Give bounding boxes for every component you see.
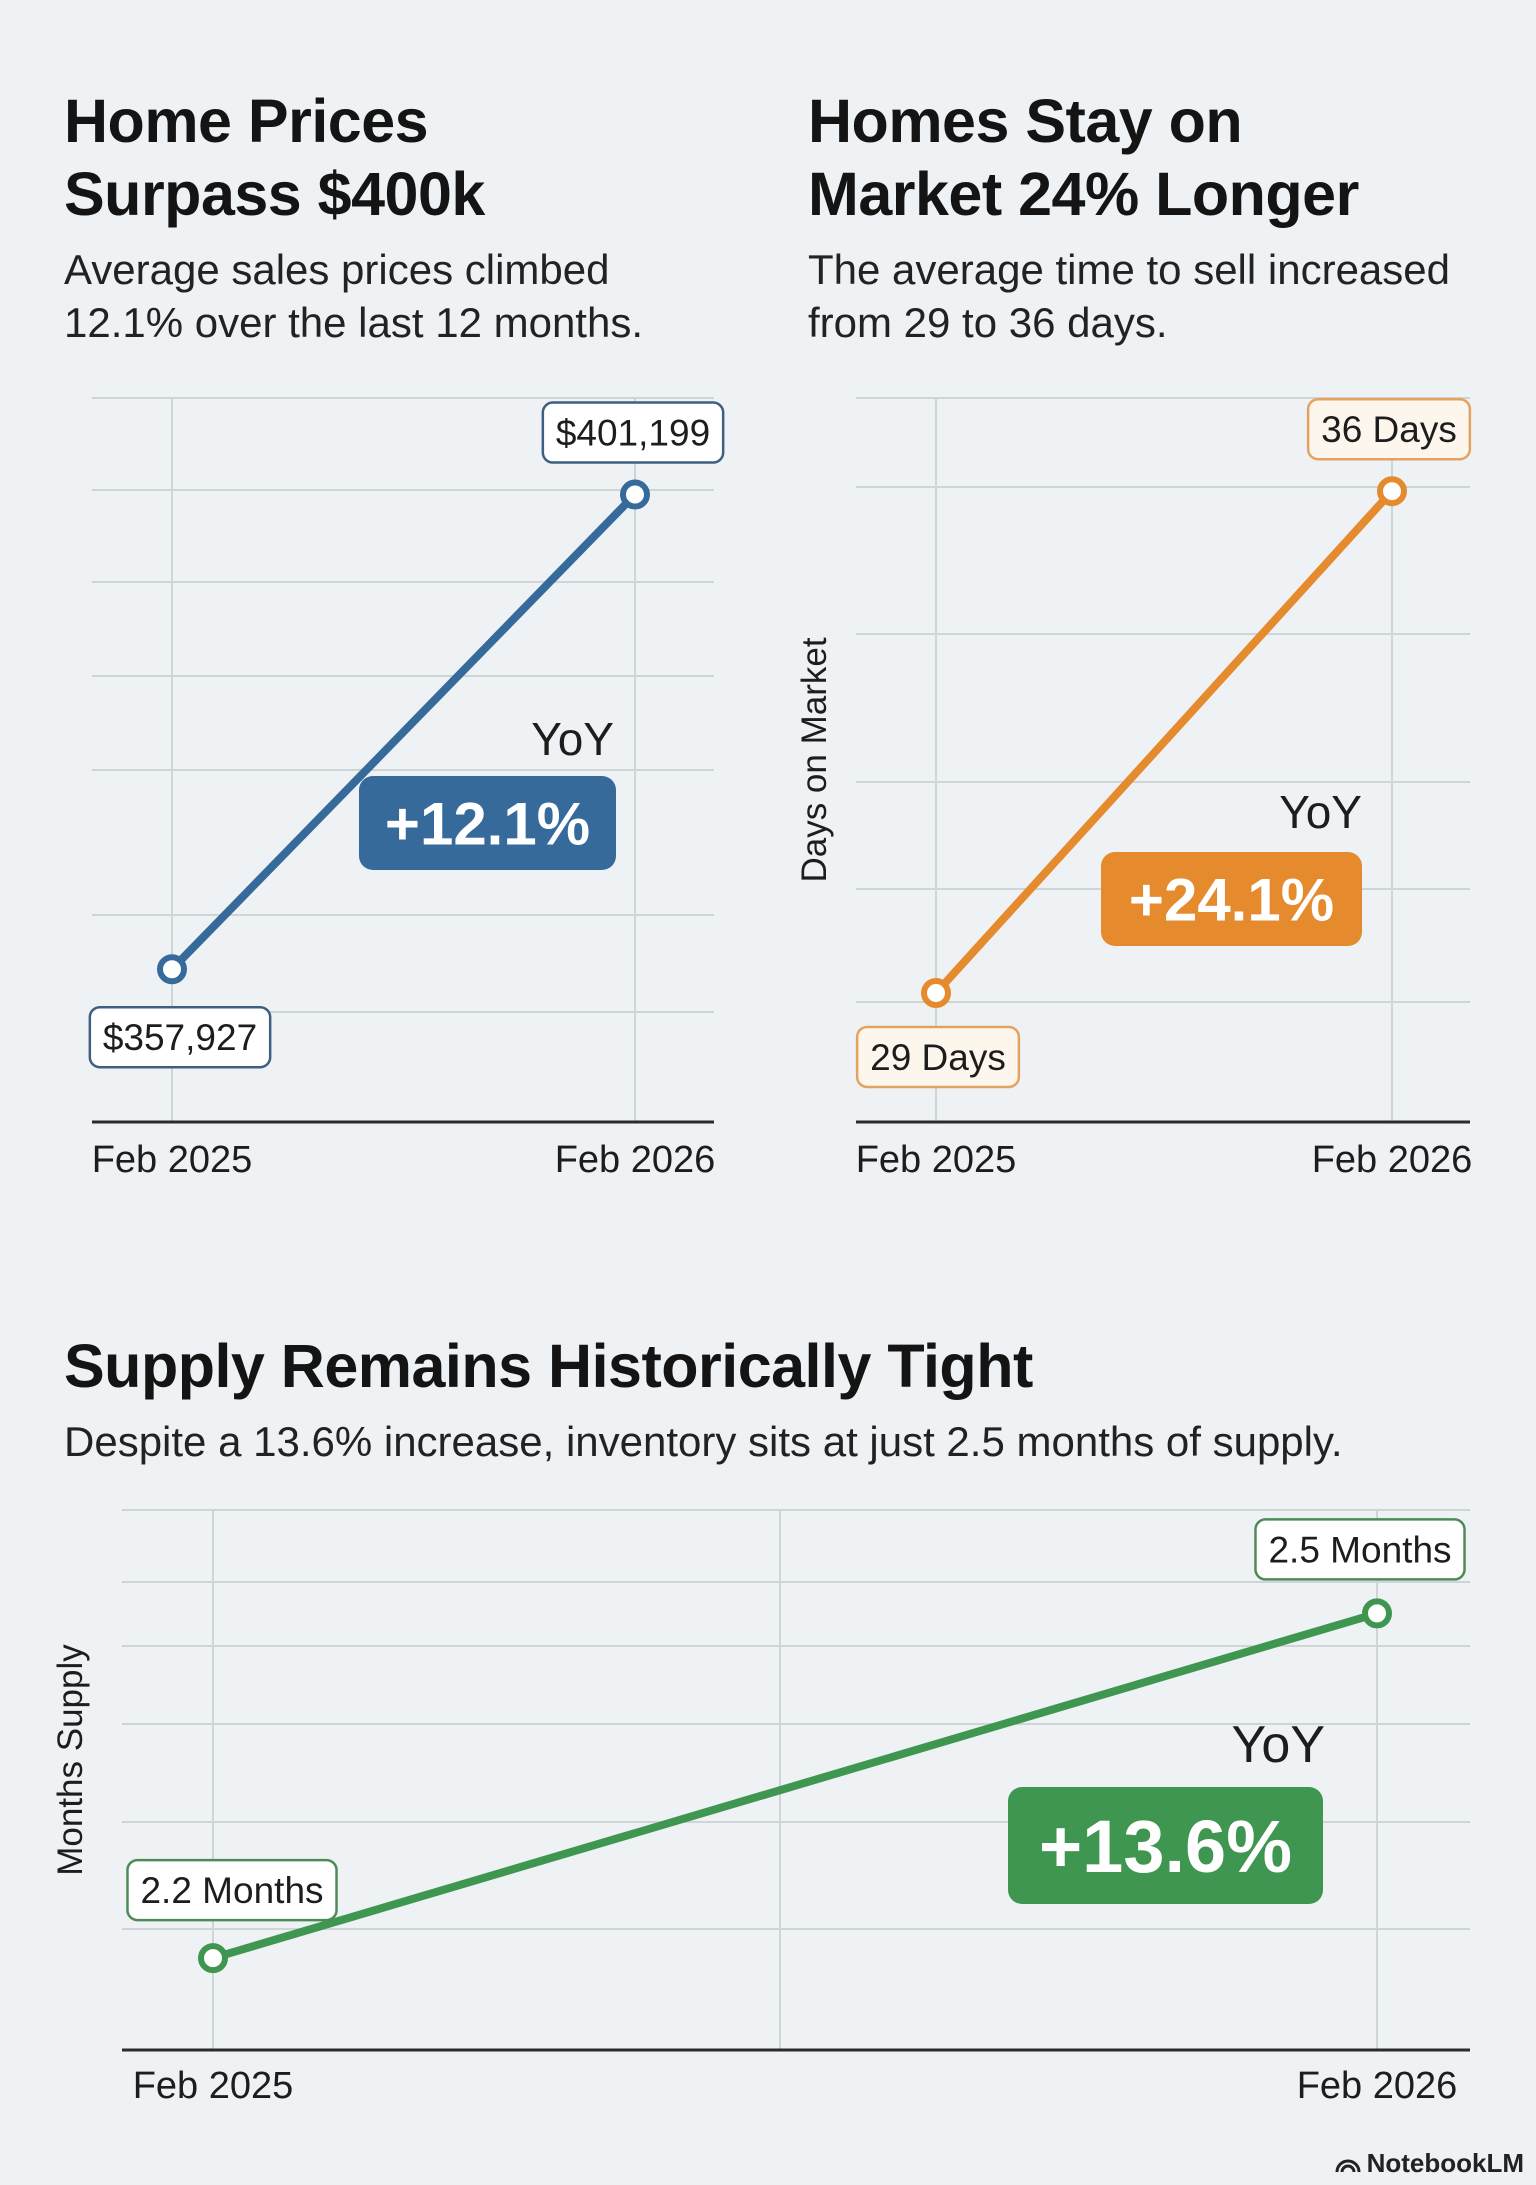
chart-subtitle: The average time to sell increased from … [808, 246, 1450, 346]
yoy-badge [359, 776, 616, 870]
data-label-box [1306, 397, 1472, 461]
yoy-label: YoY [531, 713, 614, 765]
series-line [168, 490, 639, 974]
data-point [157, 954, 187, 985]
data-label: $357,927 [103, 1017, 257, 1058]
data-label-box [88, 1005, 272, 1069]
data-label-box [541, 401, 725, 464]
chart-subtitle: Despite a 13.6% increase, inventory sits… [64, 1418, 1343, 1465]
chart-title: Homes Stay on Market 24% Longer [808, 87, 1359, 228]
data-point [921, 977, 951, 1008]
chart-title: Supply Remains Historically Tight [64, 1332, 1033, 1400]
data-label-box [1254, 1518, 1466, 1581]
x-tick-label: Feb 2026 [1297, 2065, 1458, 2107]
data-label: 2.5 Months [1268, 1529, 1451, 1570]
data-label: 2.2 Months [140, 1870, 323, 1911]
y-axis-label: Days on Market [795, 637, 834, 882]
x-tick-label: Feb 2026 [555, 1139, 716, 1181]
chart-subtitle: Average sales prices climbed 12.1% over … [64, 246, 643, 346]
brand-name: NotebookLM [1366, 2148, 1524, 2178]
notebooklm-logo-icon [1335, 2159, 1361, 2172]
chart-title: Home Prices Surpass $400k [64, 87, 485, 228]
yoy-value: +24.1% [1129, 867, 1334, 934]
data-label: 29 Days [870, 1037, 1006, 1078]
data-label-box [126, 1858, 338, 1922]
x-tick-label: Feb 2025 [92, 1139, 253, 1181]
data-point [198, 1943, 228, 1974]
data-label: $401,199 [556, 413, 710, 454]
x-tick-label: Feb 2026 [1312, 1139, 1473, 1181]
series-line [209, 1609, 1381, 1963]
y-axis-label: Months Supply [51, 1644, 90, 1876]
yoy-badge [1101, 852, 1362, 946]
chart-panel-months-supply: Supply Remains Historically Tight Despit… [64, 1330, 1484, 1468]
data-point [620, 479, 650, 510]
x-tick-label: Feb 2025 [133, 2065, 294, 2107]
series-line [932, 487, 1396, 997]
grid [122, 1509, 1470, 2050]
yoy-value: +12.1% [385, 791, 590, 858]
chart-panel-home-prices: Home Prices Surpass $400k Average sales … [64, 85, 754, 349]
data-point [1377, 476, 1407, 507]
data-point [1362, 1598, 1392, 1629]
grid [92, 397, 714, 1122]
chart-panel-days-on-market: Homes Stay on Market 24% Longer The aver… [808, 85, 1498, 349]
yoy-value: +13.6% [1039, 1805, 1292, 1888]
x-tick-label: Feb 2025 [856, 1139, 1017, 1181]
yoy-badge [1008, 1787, 1323, 1904]
data-label: 36 Days [1321, 409, 1457, 450]
yoy-label: YoY [1231, 1716, 1325, 1774]
data-label-box [855, 1025, 1021, 1089]
brand-mark: NotebookLM [1335, 2148, 1524, 2179]
yoy-label: YoY [1279, 786, 1362, 838]
